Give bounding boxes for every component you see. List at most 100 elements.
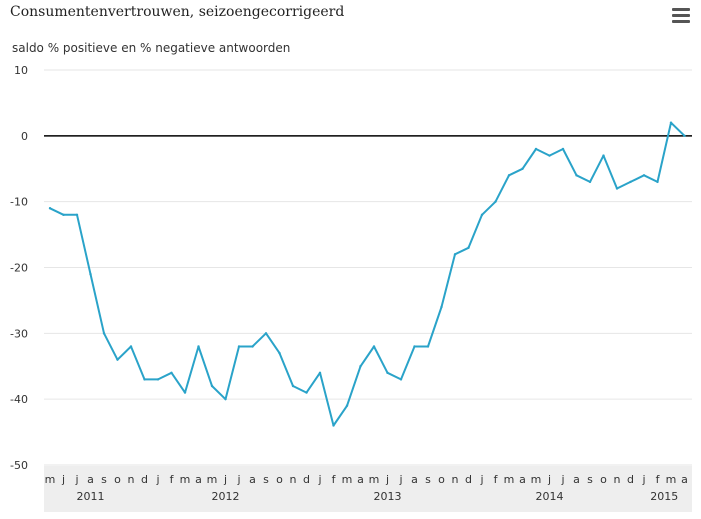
x-tick-label: d <box>141 473 148 486</box>
x-tick-label: o <box>438 473 445 486</box>
data-point <box>413 345 416 348</box>
y-tick-label: -10 <box>10 196 28 209</box>
data-point <box>642 174 646 177</box>
data-point <box>615 187 619 190</box>
y-axis-ticks: 10 0 -10 -20 -30 -40 -50 <box>10 64 28 472</box>
y-tick-label: -30 <box>10 327 28 340</box>
y-axis-description: saldo % positieve en % negatieve antwoor… <box>12 41 291 55</box>
x-tick-label: j <box>317 473 321 486</box>
data-point <box>156 378 160 381</box>
x-tick-label: m <box>207 473 218 486</box>
x-tick-label: m <box>45 473 56 486</box>
data-point <box>480 213 484 217</box>
data-point <box>494 200 497 203</box>
data-point <box>116 358 119 361</box>
data-point <box>399 378 403 381</box>
x-tick-label: a <box>195 473 202 486</box>
data-point <box>62 213 65 217</box>
data-point <box>575 174 578 177</box>
data-point <box>224 397 227 401</box>
data-point <box>467 246 470 249</box>
x-tick-label: n <box>290 473 297 486</box>
y-tick-label: -20 <box>10 262 28 275</box>
x-tick-label: n <box>614 473 621 486</box>
data-point <box>291 384 295 388</box>
y-tick-label: -50 <box>10 459 28 472</box>
x-tick-label: d <box>465 473 472 486</box>
x-tick-label: f <box>494 473 499 486</box>
data-point <box>129 345 133 348</box>
data-point <box>440 305 443 309</box>
data-point <box>656 180 659 184</box>
data-point <box>251 345 254 348</box>
x-tick-label: m <box>342 473 353 486</box>
x-tick-label: d <box>303 473 310 486</box>
series-line <box>49 121 686 427</box>
x-tick-label: j <box>74 473 78 486</box>
x-tick-label: a <box>681 473 688 486</box>
x-tick-label: m <box>504 473 515 486</box>
data-point <box>332 424 335 427</box>
year-label: 2011 <box>77 490 105 503</box>
x-axis-band-bg <box>44 466 692 512</box>
x-tick-label: m <box>369 473 380 486</box>
data-point <box>426 345 430 348</box>
data-point <box>170 371 173 375</box>
x-tick-label: j <box>155 473 159 486</box>
x-tick-label: o <box>114 473 121 486</box>
year-label: 2012 <box>212 490 240 503</box>
x-tick-label: m <box>666 473 677 486</box>
x-tick-label: a <box>411 473 418 486</box>
chart-title: Consumentenvertrouwen, seizoengecorrigee… <box>10 4 345 20</box>
data-point <box>48 207 52 210</box>
x-tick-label: d <box>627 473 634 486</box>
x-tick-label: j <box>385 473 389 486</box>
data-point <box>669 121 673 124</box>
y-tick-label: -40 <box>10 393 28 406</box>
data-point <box>210 384 214 388</box>
y-tick-label: 10 <box>14 64 28 77</box>
data-point <box>534 147 538 151</box>
data-point <box>264 332 268 335</box>
x-tick-label: s <box>263 473 269 486</box>
data-point <box>561 147 565 151</box>
x-tick-label: j <box>547 473 551 486</box>
y-tick-label: 0 <box>21 130 28 143</box>
gridlines <box>44 69 692 466</box>
data-point <box>89 272 92 276</box>
data-point <box>183 391 187 394</box>
x-tick-label: a <box>573 473 580 486</box>
data-point <box>588 180 592 184</box>
data-point <box>386 371 389 375</box>
data-point <box>143 378 146 381</box>
hamburger-menu-icon[interactable] <box>670 8 692 26</box>
x-tick-label: j <box>479 473 483 486</box>
data-point <box>197 345 200 348</box>
x-tick-label: s <box>101 473 107 486</box>
data-point <box>278 351 281 355</box>
x-tick-label: a <box>87 473 94 486</box>
series-group <box>48 121 686 427</box>
x-tick-label: s <box>587 473 593 486</box>
data-point <box>548 154 551 157</box>
x-tick-label: f <box>656 473 661 486</box>
x-tick-label: m <box>180 473 191 486</box>
x-tick-label: f <box>332 473 337 486</box>
data-point <box>521 167 524 170</box>
x-tick-label: j <box>641 473 645 486</box>
data-point <box>372 345 376 348</box>
data-point <box>237 345 241 348</box>
x-tick-label: n <box>452 473 459 486</box>
data-point <box>305 391 308 394</box>
data-point <box>507 174 511 177</box>
x-tick-label: n <box>128 473 135 486</box>
x-tick-label: s <box>425 473 431 486</box>
x-tick-label: o <box>600 473 607 486</box>
data-point <box>602 154 605 157</box>
x-tick-label: j <box>61 473 65 486</box>
x-tick-label: j <box>223 473 227 486</box>
x-axis-band <box>44 466 692 512</box>
x-tick-label: a <box>249 473 256 486</box>
